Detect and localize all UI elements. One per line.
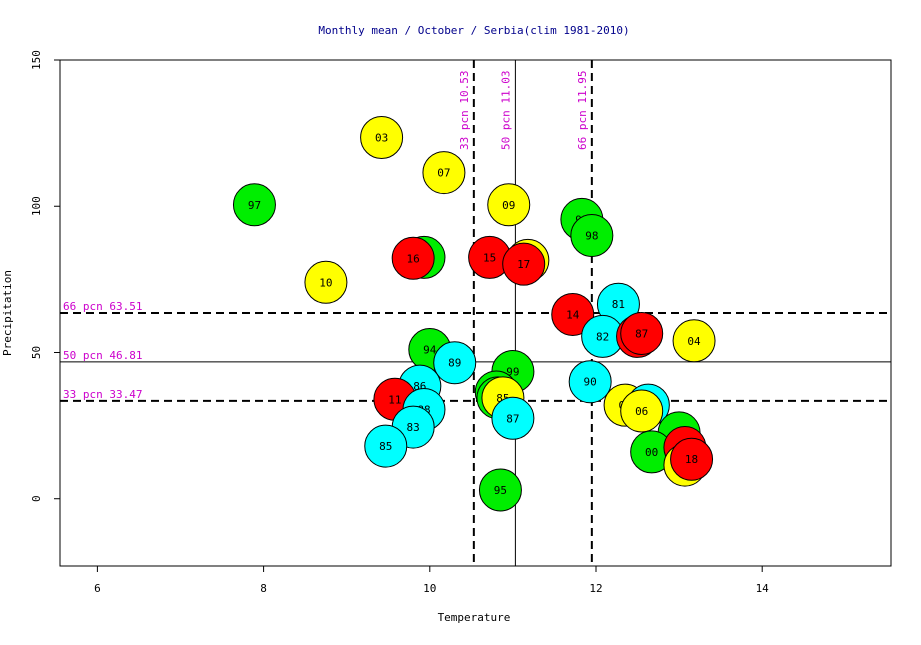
x-tick-label: 8 [260,582,267,595]
data-point-label: 07 [437,167,450,180]
data-point-marker [491,396,535,440]
data-point-label: 85 [379,440,392,453]
data-point-marker [478,468,522,512]
data-point: 04 [672,319,716,363]
data-point-label: 90 [584,376,597,389]
data-point-marker [360,116,404,160]
data-point-marker [670,437,714,481]
data-point-label: 11 [388,393,401,406]
vertical-reference-label: 66 pcn 11.95 [576,71,589,150]
data-point: 82 [581,314,625,358]
data-point: 97 [232,183,276,227]
data-point-label: 00 [645,446,658,459]
data-point: 89 [433,341,477,385]
data-point-label: 18 [685,453,698,466]
data-point: 90 [568,360,612,404]
data-point-label: 03 [375,132,388,145]
data-point-label: 81 [612,298,625,311]
data-point: 16 [391,236,435,280]
data-point-marker [551,292,595,336]
data-point-label: 83 [407,421,420,434]
vertical-reference-label: 33 pcn 10.53 [458,71,471,150]
x-tick-label: 10 [423,582,436,595]
horizontal-reference-label: 33 pcn 33.47 [63,388,142,401]
data-point: 95 [478,468,522,512]
x-tick-label: 12 [589,582,602,595]
data-point: 98 [570,213,614,257]
data-point-marker [620,311,664,355]
data-point-marker [620,389,664,433]
reference-lines: 66 pcn 63.51 50 pcn 46.81 33 pcn 33.47 33 p… [60,60,891,566]
data-point: 17 [502,242,546,286]
horizontal-reference-label: 66 pcn 63.51 [63,300,142,313]
data-point: 18 [670,437,714,481]
data-point-label: 95 [494,484,507,497]
data-point-label: 04 [687,335,701,348]
data-point: 00 [630,430,674,474]
data-point: 07 [422,151,466,195]
data-point: 14 [551,292,595,336]
data-point-label: 97 [248,199,261,212]
data-point-label: 94 [423,344,437,357]
y-axis-label: Precipitation [1,270,14,356]
chart-title: Monthly mean / October / Serbia(clim 198… [318,24,629,37]
data-point-label: 16 [407,252,420,265]
x-axis-ticks: 6 8 10 12 14 [94,566,769,595]
data-point-label: 89 [448,357,461,370]
y-tick-label: 0 [30,495,43,502]
data-point-marker [502,242,546,286]
horizontal-reference-label: 50 pcn 46.81 [63,349,142,362]
data-point-marker [391,236,435,280]
y-tick-label: 150 [30,50,43,70]
data-point-label: 87 [506,412,519,425]
data-point: 15 [468,235,512,279]
data-points: 0307970992989116150217108114821287049489… [232,116,716,512]
data-point-label: 06 [635,405,648,418]
x-axis-label: Temperature [438,611,511,624]
data-point-label: 15 [483,251,496,264]
data-point-marker [570,213,614,257]
data-point-label: 09 [502,199,515,212]
data-point-marker [672,319,716,363]
data-point-marker [422,151,466,195]
data-point: 06 [620,389,664,433]
data-point-marker [232,183,276,227]
data-point-label: 98 [585,229,598,242]
data-point-label: 82 [596,330,609,343]
data-point-marker [364,424,408,468]
y-axis-ticks: 0 50 100 150 [30,50,60,502]
data-point: 85 [364,424,408,468]
x-tick-label: 14 [756,582,770,595]
y-tick-label: 50 [30,346,43,359]
data-point-label: 14 [566,308,580,321]
data-point: 10 [304,260,348,304]
data-point-label: 17 [517,258,530,271]
x-tick-label: 6 [94,582,101,595]
data-point: 87 [620,311,664,355]
data-point: 09 [487,183,531,227]
data-point-marker [487,183,531,227]
data-point: 03 [360,116,404,160]
data-point: 87 [491,396,535,440]
data-point-marker [433,341,477,385]
data-point-label: 87 [635,327,648,340]
data-point-label: 10 [319,276,332,289]
data-point-marker [304,260,348,304]
data-point-marker [568,360,612,404]
vertical-reference-label: 50 pcn 11.03 [499,71,512,150]
y-tick-label: 100 [30,196,43,216]
